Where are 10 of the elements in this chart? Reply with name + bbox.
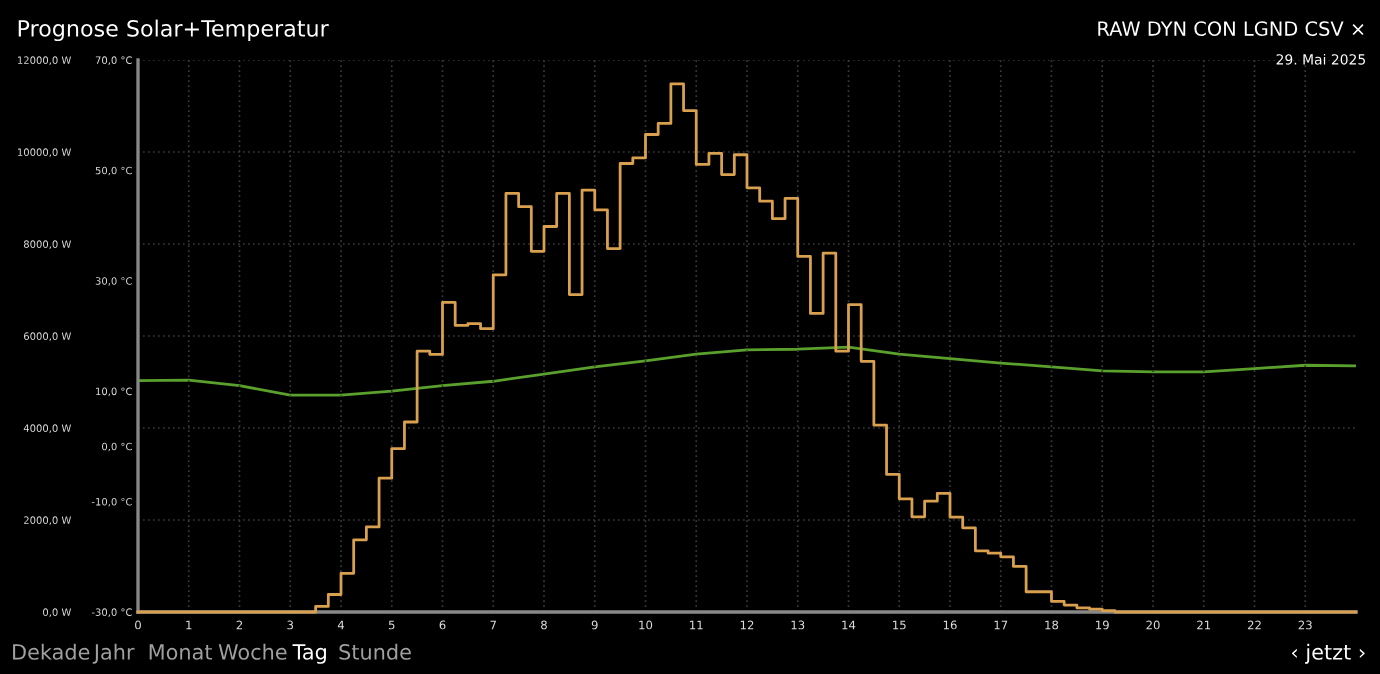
text: Jahr — [92, 643, 135, 664]
text: Tag — [292, 644, 326, 664]
line-series — [138, 345, 1356, 397]
text: Woche — [218, 643, 287, 660]
text: ‹ jetzt › — [1292, 643, 1365, 664]
text: RAW DYN CON LGND CSV × — [1098, 21, 1364, 36]
text: Dekade — [13, 643, 90, 660]
text: Monat — [149, 644, 213, 660]
text: Stunde — [339, 643, 411, 660]
chart-title: Prognose Solar+Temperatur — [18, 19, 329, 42]
